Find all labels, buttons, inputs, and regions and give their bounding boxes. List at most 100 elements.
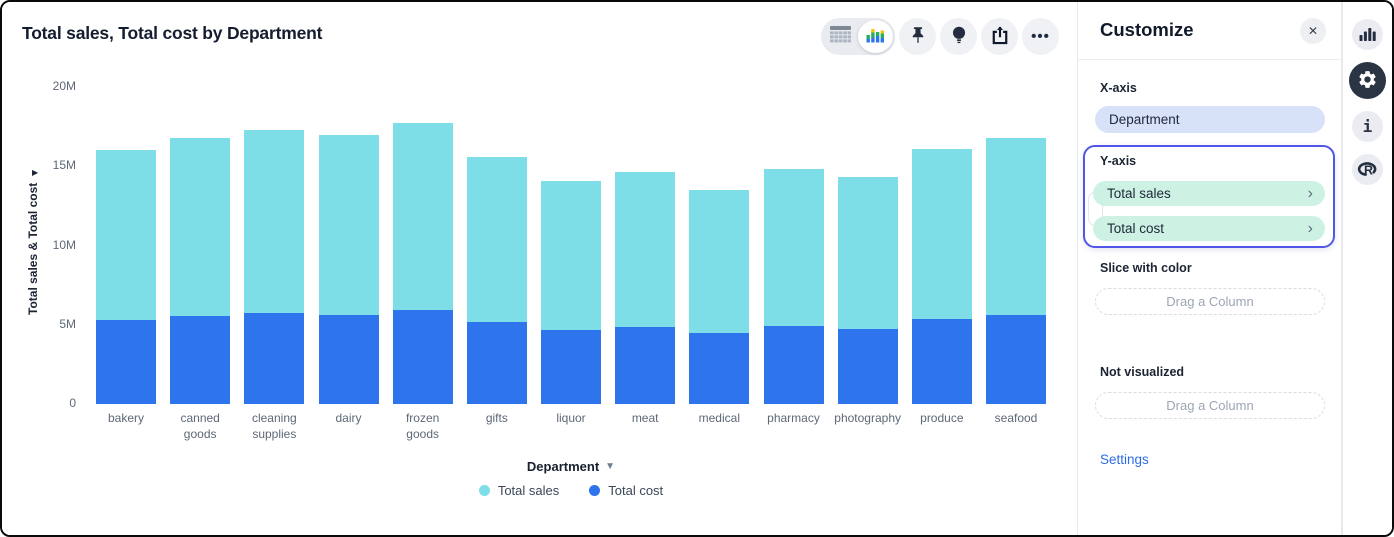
share-icon (989, 24, 1011, 49)
pin-button[interactable] (899, 18, 936, 55)
not-visualized-drop-zone[interactable]: Drag a Column (1095, 392, 1325, 419)
bar-segment-total-sales (986, 137, 1046, 316)
bar-segment-total-cost (318, 315, 379, 404)
x-axis-label[interactable]: Department ▼ (96, 459, 1046, 474)
bar-segment-total-sales (763, 169, 824, 327)
bar-frozen-goods[interactable] (392, 123, 453, 404)
rail-r-button[interactable]: R (1352, 154, 1383, 185)
y-axis-expand-icon[interactable]: ▶ (32, 168, 39, 177)
legend-item-total-sales[interactable]: Total sales (478, 483, 559, 498)
x-axis-label-text: Department (526, 459, 600, 474)
not-visualized-section-label: Not visualized (1100, 365, 1185, 379)
bar-produce[interactable] (911, 148, 972, 404)
y-tick-label: 5M (59, 316, 76, 331)
chart-legend: Total sales Total cost (96, 483, 1046, 498)
bar-chart-color-icon (866, 26, 885, 48)
chart-view-button[interactable] (858, 20, 893, 53)
lightbulb-icon (948, 24, 970, 49)
bar-segment-total-cost (392, 310, 453, 404)
pin-icon (907, 24, 929, 49)
legend-item-total-cost[interactable]: Total cost (589, 483, 663, 498)
slice-section-label: Slice with color (1100, 261, 1192, 275)
x-category-label: bakery (107, 411, 145, 425)
drop-zone-placeholder: Drag a Column (1166, 294, 1254, 309)
chart-toolbar: ••• (821, 18, 1059, 55)
legend-label: Total cost (608, 483, 664, 498)
slice-drop-zone[interactable]: Drag a Column (1095, 288, 1325, 315)
page-title: Total sales, Total cost by Department (22, 23, 323, 43)
x-axis-field-label: Department (1109, 112, 1180, 127)
y-tick-label: 20M (52, 79, 76, 93)
bar-seafood[interactable] (986, 137, 1046, 404)
bar-segment-total-sales (911, 148, 972, 320)
bar-segment-total-sales (466, 156, 527, 323)
bar-meat[interactable] (615, 171, 676, 404)
y-tick-label: 0 (69, 396, 76, 410)
share-button[interactable] (981, 18, 1018, 55)
x-axis-section-label: X-axis (1100, 81, 1137, 95)
bar-gifts[interactable] (466, 156, 527, 404)
bar-canned-goods[interactable] (170, 137, 231, 404)
customize-panel-title: Customize (1100, 19, 1194, 40)
view-toggle (821, 18, 895, 55)
bar-segment-total-sales (541, 180, 601, 331)
y-axis-field-total-cost[interactable]: Total cost › (1093, 216, 1325, 241)
panel-divider (1078, 59, 1341, 60)
y-axis-field-label: Total sales (1107, 186, 1171, 201)
y-tick-label: 15M (52, 158, 76, 173)
x-axis-field-department[interactable]: Department (1095, 106, 1325, 133)
bar-cleaning-supplies[interactable] (244, 129, 305, 404)
rail-info-button[interactable]: i (1352, 111, 1383, 142)
settings-link[interactable]: Settings (1100, 452, 1149, 467)
bar-photography[interactable] (837, 177, 898, 404)
legend-swatch (478, 485, 490, 496)
table-icon (830, 25, 851, 48)
rail-chart-button[interactable] (1352, 19, 1383, 50)
bar-segment-total-sales (244, 129, 305, 313)
gear-icon (1357, 69, 1378, 93)
bar-segment-total-cost (911, 319, 972, 404)
chart-card: Total sales, Total cost by Department (2, 2, 1077, 535)
x-category-label: cleaning supplies (251, 411, 297, 442)
bar-bakery[interactable] (96, 150, 156, 404)
bar-segment-total-cost (466, 322, 527, 404)
bar-liquor[interactable] (541, 180, 601, 404)
x-category-label: produce (920, 411, 964, 425)
close-panel-button[interactable]: ✕ (1300, 18, 1326, 44)
y-tick-label: 10M (52, 237, 76, 252)
bar-segment-total-sales (837, 177, 898, 329)
bar-segment-total-cost (837, 328, 898, 404)
x-category-label: photography (834, 411, 902, 425)
y-axis-field-total-sales[interactable]: Total sales › (1093, 181, 1325, 206)
x-category-label: liquor (556, 411, 586, 425)
customize-panel: Customize ✕ X-axis Department Y-axis Tot… (1077, 2, 1342, 535)
x-category-label: meat (631, 411, 659, 425)
bar-segment-total-cost (689, 332, 750, 404)
legend-swatch (589, 485, 601, 496)
bar-chart-icon (1359, 26, 1376, 44)
x-category-label: seafood (994, 411, 1038, 425)
y-axis-field-label: Total cost (1107, 221, 1165, 236)
bar-segment-total-cost (170, 316, 231, 404)
x-category-label: dairy (335, 411, 362, 425)
more-dots-icon: ••• (1031, 28, 1050, 45)
bar-medical[interactable] (689, 190, 750, 404)
table-view-button[interactable] (823, 20, 858, 53)
bar-dairy[interactable] (318, 134, 379, 404)
r-logo-icon: R (1357, 159, 1378, 180)
icon-rail: i R (1342, 2, 1392, 535)
insights-button[interactable] (940, 18, 977, 55)
y-axis-group: Y-axis Total sales › Total cost › (1083, 145, 1335, 248)
bar-segment-total-sales (689, 190, 750, 333)
bar-segment-total-cost (615, 327, 676, 404)
bar-segment-total-sales (318, 134, 379, 316)
bar-pharmacy[interactable] (763, 169, 824, 404)
svg-text:R: R (1364, 163, 1373, 177)
bar-segment-total-sales (170, 137, 231, 317)
bar-segment-total-cost (763, 326, 824, 404)
rail-settings-button[interactable] (1349, 62, 1386, 99)
more-options-button[interactable]: ••• (1022, 18, 1059, 55)
chevron-right-icon: › (1307, 219, 1313, 237)
plot-area: Total sales & Total cost ▶ Department ▼ … (2, 2, 1077, 535)
